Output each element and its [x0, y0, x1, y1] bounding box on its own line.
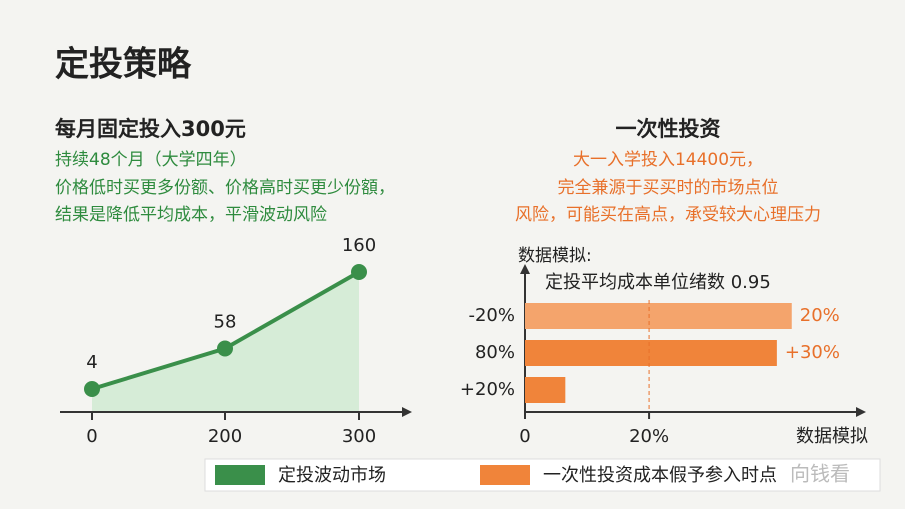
area	[92, 272, 359, 412]
point	[84, 381, 100, 397]
left-line: 价格低时买更多份额、价格高时买更少份額，	[55, 178, 395, 198]
x-tick-label: 0	[519, 426, 530, 447]
y-tick-label: 80%	[475, 342, 515, 363]
bar	[525, 340, 777, 366]
watermark: 向钱看	[790, 462, 850, 486]
right-line: 风险，可能买在高点，承受较大心理压力	[515, 205, 821, 225]
legend-swatch	[480, 465, 530, 485]
chart-subtitle: 定投平均成本单位绪数 0.95	[545, 272, 771, 293]
value-label: 4	[86, 352, 97, 373]
page-title: 定投策略	[55, 45, 192, 85]
point	[351, 264, 367, 280]
legend-label: 一次性投资成本假予参入时点	[543, 465, 777, 486]
left-line: 结果是降低平均成本，平滑波动风险	[55, 205, 327, 225]
axis-arrow	[856, 407, 866, 417]
right-heading: 一次性投资	[616, 117, 721, 141]
left-line: 持续48个月（大学四年）	[55, 150, 247, 170]
right-line: 大一入学投入14400元，	[573, 150, 763, 170]
x-tick-label: 200	[208, 426, 242, 447]
value-label: 58	[214, 312, 237, 333]
y-tick-label: -20%	[468, 305, 515, 326]
right-line: 完全兼源于买买时的市场点位	[558, 178, 779, 198]
value-label: 160	[342, 235, 376, 256]
x-tick-label: 20%	[629, 426, 669, 447]
y-tick-label: +20%	[460, 379, 515, 400]
legend-swatch	[215, 465, 265, 485]
x-tick-label: 300	[342, 426, 376, 447]
point	[217, 340, 233, 357]
left-heading: 每月固定投入300元	[55, 117, 246, 141]
axis-arrow	[402, 407, 412, 417]
legend-label: 定投波动市场	[278, 465, 386, 486]
x-tick-label: 0	[86, 426, 97, 447]
bar	[525, 303, 792, 329]
legend-box	[204, 458, 881, 492]
bar-annotation: 20%	[800, 305, 840, 326]
axis-arrow	[520, 264, 530, 274]
axis-title: 数据模拟:	[518, 246, 592, 266]
x-axis-title: 数据模拟	[796, 426, 868, 447]
bar-annotation: +30%	[785, 342, 840, 363]
bar	[525, 377, 566, 403]
